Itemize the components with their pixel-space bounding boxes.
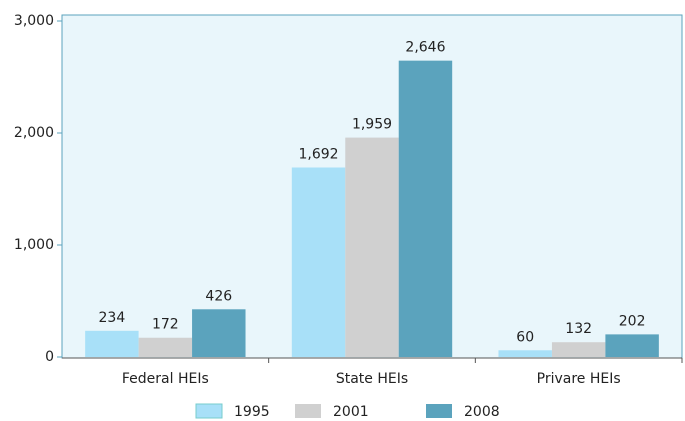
- bar: [498, 350, 552, 357]
- bar: [345, 137, 399, 357]
- legend-label: 2008: [464, 404, 500, 420]
- y-tick-label: 0: [45, 349, 54, 365]
- value-label: 2,646: [405, 40, 445, 56]
- legend-label: 1995: [234, 404, 270, 420]
- bar: [138, 337, 193, 357]
- bar: [85, 330, 139, 357]
- legend-swatch: [195, 403, 223, 419]
- x-tick-label: State HEIs: [336, 371, 408, 387]
- y-tick-label: 3,000: [14, 13, 54, 29]
- value-label: 202: [619, 313, 646, 329]
- bar: [605, 334, 659, 357]
- value-label: 1,959: [352, 117, 392, 133]
- legend-swatch: [295, 404, 321, 418]
- y-tick-label: 2,000: [14, 125, 54, 141]
- value-label: 172: [152, 317, 179, 333]
- bar: [551, 342, 606, 357]
- value-label: 426: [205, 288, 232, 304]
- value-label: 234: [99, 310, 126, 326]
- value-label: 1,692: [298, 146, 338, 162]
- value-label: 60: [516, 329, 534, 345]
- legend-label: 2001: [333, 404, 369, 420]
- x-tick-label: Federal HEIs: [122, 371, 209, 387]
- bar: [291, 167, 346, 357]
- bar: [192, 309, 246, 357]
- y-tick-label: 1,000: [14, 237, 54, 253]
- x-tick-label: Privare HEIs: [537, 371, 621, 387]
- bar: [398, 60, 453, 357]
- value-label: 132: [565, 321, 592, 337]
- legend-swatch: [426, 404, 452, 418]
